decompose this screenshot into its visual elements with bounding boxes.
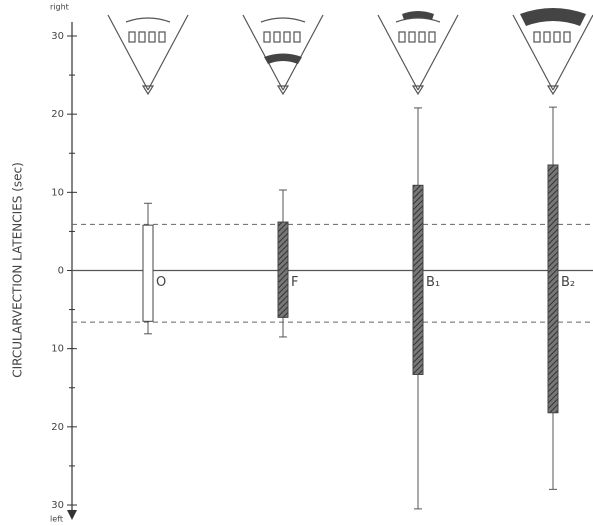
stimulus-band <box>402 11 434 20</box>
axis-arrow <box>67 510 77 520</box>
y-tick-label: 10 <box>51 187 64 198</box>
range-box <box>412 184 424 375</box>
axis-label: CIRCULARVECTION LATENCIES (sec) <box>11 162 25 378</box>
stimulus-band <box>520 8 586 26</box>
category-label: F <box>291 275 298 290</box>
range-box <box>277 221 289 318</box>
y-tick-label: 10 <box>51 344 64 355</box>
y-tick-label: 0 <box>58 266 64 277</box>
y-tick-label: 30 <box>51 31 64 42</box>
y-tick-label: 30 <box>51 500 64 511</box>
category-label: B₂ <box>561 275 575 290</box>
stimulus-icon <box>107 14 189 95</box>
stimulus-band <box>264 53 302 64</box>
axis-end-label: left <box>50 515 63 524</box>
category-label: B₁ <box>426 275 440 290</box>
stimulus-icon <box>377 14 459 95</box>
range-box <box>547 164 559 414</box>
range-box <box>142 224 154 322</box>
axis-end-label: right <box>50 3 69 12</box>
category-label: O <box>156 275 166 290</box>
y-tick-label: 20 <box>51 422 64 433</box>
stimulus-icon <box>512 14 593 95</box>
y-tick-label: 20 <box>51 109 64 120</box>
